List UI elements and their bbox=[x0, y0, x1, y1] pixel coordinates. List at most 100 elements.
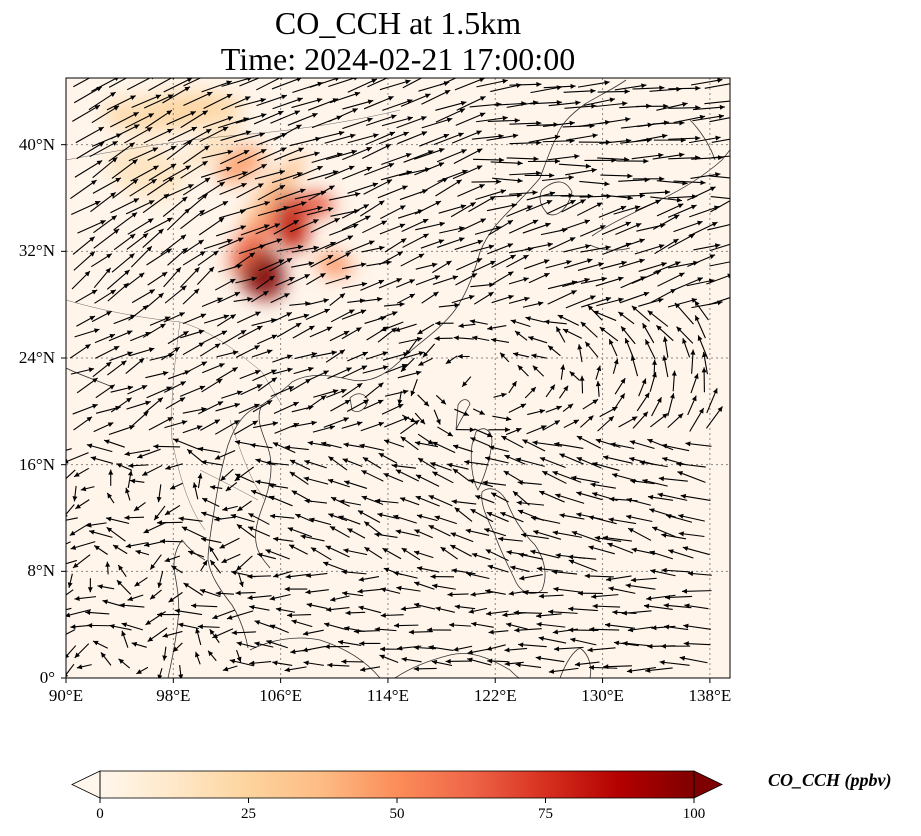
wind-arrow-head bbox=[567, 403, 574, 409]
wind-arrow-head bbox=[185, 165, 191, 171]
wind-arrow-head bbox=[372, 182, 378, 188]
wind-arrow-head bbox=[620, 205, 627, 211]
wind-arrow bbox=[66, 607, 72, 611]
wind-arrow-head bbox=[279, 169, 285, 175]
wind-arrow-head bbox=[647, 494, 654, 500]
wind-arrow-head bbox=[329, 425, 335, 430]
wind-arrow-head bbox=[377, 399, 384, 405]
wind-arrow-head bbox=[91, 289, 98, 295]
wind-arrow-head bbox=[132, 179, 139, 185]
wind-arrow-head bbox=[400, 436, 407, 442]
wind-arrow-head bbox=[586, 258, 593, 264]
wind-arrow-head bbox=[500, 189, 506, 195]
wind-arrow-head bbox=[254, 620, 261, 625]
wind-arrow bbox=[182, 177, 211, 196]
wind-arrow-head bbox=[363, 399, 369, 405]
wind-arrow-head bbox=[627, 195, 633, 201]
wind-arrow-head bbox=[247, 595, 253, 601]
wind-arrow bbox=[275, 201, 307, 213]
wind-arrow-head bbox=[569, 120, 575, 126]
wind-arrow-head bbox=[199, 209, 205, 215]
wind-arrow-head bbox=[452, 468, 459, 474]
wind-arrow-head bbox=[434, 275, 441, 280]
wind-arrow bbox=[108, 78, 128, 88]
wind-arrow bbox=[110, 124, 140, 140]
wind-arrow bbox=[397, 131, 428, 145]
wind-arrow-head bbox=[225, 485, 232, 492]
wind-arrow bbox=[506, 101, 539, 108]
wind-arrow-head bbox=[621, 326, 627, 332]
wind-arrow-head bbox=[127, 596, 134, 601]
wind-arrow-head bbox=[543, 273, 550, 278]
wind-arrow-head bbox=[219, 543, 226, 549]
wind-arrow-head bbox=[123, 283, 129, 289]
wind-arrow bbox=[692, 115, 725, 122]
wind-arrow-head bbox=[621, 610, 628, 616]
wind-arrow-head bbox=[254, 370, 261, 375]
wind-arrow-head bbox=[86, 416, 93, 422]
wind-arrow-head bbox=[504, 661, 510, 667]
wind-arrow-head bbox=[249, 252, 255, 258]
wind-arrow-head bbox=[477, 239, 483, 245]
wind-arrow-head bbox=[536, 621, 542, 627]
wind-arrow-head bbox=[435, 201, 441, 206]
wind-arrow-head bbox=[432, 583, 438, 589]
wind-arrow-head bbox=[523, 277, 529, 282]
wind-arrow-head bbox=[737, 197, 742, 202]
wind-arrow-head bbox=[137, 453, 143, 459]
wind-arrow-head bbox=[569, 237, 576, 242]
wind-arrow-head bbox=[471, 552, 478, 558]
wind-arrow-head bbox=[182, 247, 188, 254]
wind-arrow-head bbox=[106, 527, 113, 533]
wind-arrow bbox=[180, 110, 209, 129]
wind-arrow-head bbox=[646, 595, 652, 601]
wind-arrow-head bbox=[204, 145, 210, 151]
wind-arrow-head bbox=[416, 566, 423, 572]
wind-arrow-head bbox=[377, 512, 383, 518]
wind-arrow-head bbox=[194, 651, 200, 658]
wind-arrow-head bbox=[659, 659, 665, 665]
wind-arrow-head bbox=[549, 191, 556, 197]
wind-arrow bbox=[77, 220, 106, 234]
wind-arrow bbox=[271, 172, 303, 184]
wind-arrow-head bbox=[538, 636, 545, 642]
wind-arrow-head bbox=[617, 276, 624, 282]
wind-arrow bbox=[197, 181, 226, 200]
wind-arrow bbox=[273, 124, 302, 141]
wind-arrow-head bbox=[288, 386, 294, 391]
wind-arrow-head bbox=[377, 382, 384, 388]
wind-arrow bbox=[618, 179, 650, 182]
wind-arrow-head bbox=[625, 117, 631, 122]
wind-arrow-head bbox=[371, 78, 377, 84]
wind-arrow-head bbox=[676, 326, 682, 332]
wind-arrow-head bbox=[599, 327, 606, 333]
wind-arrow-head bbox=[312, 113, 318, 118]
wind-arrow bbox=[148, 163, 177, 181]
wind-arrow-head bbox=[700, 180, 706, 186]
wind-arrow-head bbox=[423, 400, 429, 407]
wind-arrow-head bbox=[384, 439, 390, 445]
wind-arrow-head bbox=[544, 319, 550, 325]
wind-arrow-head bbox=[356, 421, 363, 427]
wind-arrow-head bbox=[608, 517, 614, 523]
wind-arrow-head bbox=[195, 628, 201, 634]
wind-arrow-head bbox=[290, 649, 296, 655]
wind-arrow-head bbox=[245, 130, 252, 136]
wind-arrow-head bbox=[152, 147, 159, 153]
wind-arrow-head bbox=[162, 370, 169, 376]
wind-arrow bbox=[419, 133, 450, 147]
wind-arrow-head bbox=[388, 96, 394, 101]
wind-arrow-head bbox=[552, 629, 559, 635]
wind-arrow-head bbox=[346, 367, 352, 373]
wind-arrow-head bbox=[233, 420, 240, 425]
wind-arrow-head bbox=[256, 384, 263, 389]
wind-arrow-head bbox=[599, 225, 606, 230]
wind-arrow-head bbox=[458, 132, 464, 138]
wind-arrow-head bbox=[552, 569, 558, 575]
wind-arrow bbox=[601, 221, 632, 236]
wind-arrow-head bbox=[215, 590, 221, 596]
wind-arrow-head bbox=[491, 337, 497, 343]
wind-arrow-head bbox=[160, 323, 166, 329]
wind-arrow-head bbox=[659, 85, 665, 91]
wind-arrow-head bbox=[269, 595, 276, 601]
